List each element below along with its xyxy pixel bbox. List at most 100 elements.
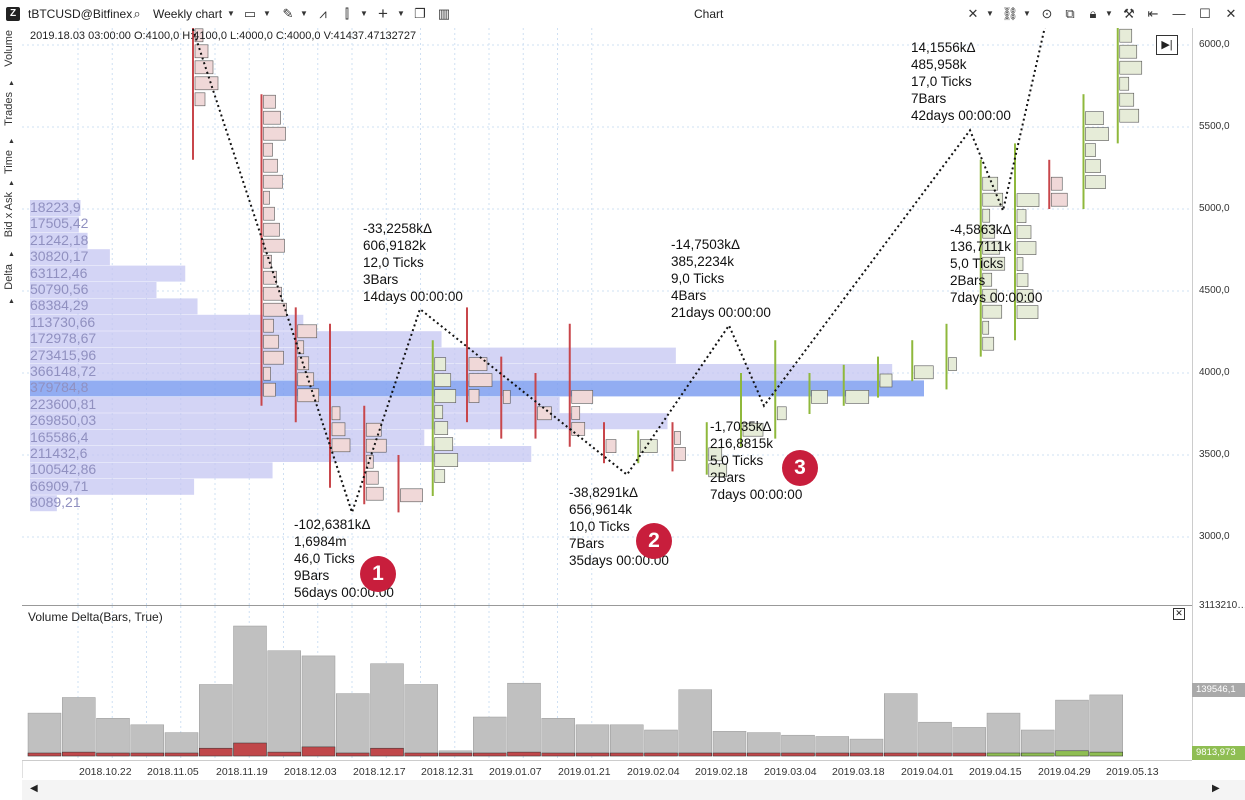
- volume-bar: [507, 682, 541, 757]
- footprint-cell: [263, 350, 284, 365]
- footprint-cell: [297, 372, 315, 387]
- price-tick: 3000,0: [1199, 531, 1230, 542]
- monitor-icon[interactable]: ▭: [243, 6, 257, 21]
- chevron-down-icon[interactable]: ▼: [1023, 9, 1031, 18]
- tools-icon[interactable]: ✕: [967, 6, 979, 21]
- panel-top-value: 3113210…: [1199, 600, 1245, 611]
- chevron-down-icon[interactable]: ▼: [227, 9, 235, 18]
- footprint-cell: [365, 454, 374, 469]
- tab-delta[interactable]: Delta: [3, 264, 15, 290]
- time-tick: 2018.12.03: [284, 766, 337, 778]
- zigzag-annotation-7: -4,5863kΔ 136,7111k 5,0 Ticks 2Bars 7day…: [950, 221, 1042, 306]
- indicators-icon[interactable]: ⫿: [344, 6, 350, 21]
- callout-badge-2: 2: [636, 523, 672, 559]
- footprint-cell: [434, 421, 449, 435]
- zigzag-annotation-6: 14,1556kΔ 485,958k 17,0 Ticks 7Bars 42da…: [911, 39, 1011, 124]
- footprint-cell: [982, 336, 995, 351]
- chevron-down-icon[interactable]: ▼: [397, 9, 405, 18]
- volume-delta-canvas: [27, 606, 1123, 761]
- footprint-cell: [263, 158, 278, 173]
- delta-bar: [370, 747, 404, 757]
- chevron-down-icon[interactable]: ▼: [986, 9, 994, 18]
- volume-profile-label: 18223,9: [30, 199, 81, 215]
- settings-icon[interactable]: ⚒: [1123, 6, 1135, 21]
- footprint-cell: [1085, 111, 1104, 125]
- volume-value-tag: 139546,1: [1192, 683, 1245, 697]
- minimize-icon[interactable]: —: [1172, 6, 1186, 21]
- horizontal-scrollbar[interactable]: ◀ ▶: [22, 780, 1245, 800]
- footprint-cell: [263, 238, 285, 253]
- scroll-to-end-button[interactable]: ▶|: [1156, 35, 1178, 55]
- footprint-cell: [365, 422, 382, 437]
- triangle-icon: ▲: [8, 298, 15, 305]
- footprint-cell: [502, 390, 511, 404]
- volume-profile-bar: [30, 446, 532, 462]
- ohlc-readout: 2019.18.03 03:00:00 O:4100,0 H:4100,0 L:…: [30, 30, 417, 42]
- volume-bar: [370, 663, 404, 757]
- footprint-cell: [879, 373, 893, 388]
- delta-bar: [781, 752, 815, 757]
- chart-type-selector[interactable]: Weekly chart: [153, 7, 223, 21]
- annotation-volume: 385,2234k: [671, 254, 735, 269]
- delta-bar: [884, 752, 918, 757]
- lock-icon[interactable]: 🔒︎: [1089, 6, 1097, 21]
- volume-bar: [575, 724, 610, 757]
- annotation-bars: 2Bars: [950, 273, 986, 288]
- volume-profile-bar: [30, 495, 57, 512]
- volume-bar: [1089, 694, 1123, 757]
- chevron-down-icon[interactable]: ▼: [300, 9, 308, 18]
- chevron-down-icon[interactable]: ▼: [263, 9, 271, 18]
- annotation-delta: 14,1556kΔ: [911, 40, 976, 55]
- footprint-cell: [434, 373, 452, 387]
- delta-bar: [1089, 751, 1123, 757]
- delta-bar: [199, 747, 233, 757]
- delta-bar: [541, 752, 575, 757]
- pencil-icon[interactable]: ✎: [282, 6, 294, 21]
- delta-bar: [301, 746, 336, 757]
- scroll-right-icon[interactable]: ▶: [1212, 783, 1220, 794]
- volume-bar: [473, 716, 507, 757]
- close-icon[interactable]: ✕: [1225, 6, 1237, 21]
- close-panel-icon[interactable]: ✕: [1173, 608, 1185, 620]
- price-chart-canvas: [22, 28, 1192, 605]
- chevron-down-icon[interactable]: ▼: [1105, 9, 1113, 18]
- footprint-cell: [1016, 273, 1029, 287]
- search-icon[interactable]: ⌕: [133, 6, 141, 21]
- symbol-selector[interactable]: tBTCUSD@Bitfinex: [28, 7, 133, 21]
- price-chart[interactable]: 2019.18.03 03:00:00 O:4100,0 H:4100,0 L:…: [22, 28, 1192, 605]
- link-icon[interactable]: ⛓: [1001, 6, 1019, 21]
- footprint-cell: [263, 94, 276, 109]
- time-tick: 2019.05.13: [1106, 766, 1159, 778]
- volume-profile-bar: [30, 282, 157, 298]
- camera-icon[interactable]: ⊙: [1041, 6, 1053, 21]
- time-axis[interactable]: 2018.10.22 2018.11.05 2018.11.19 2018.12…: [22, 760, 1192, 781]
- volume-delta-panel[interactable]: Volume Delta(Bars, True) ✕: [22, 605, 1192, 761]
- pin-icon[interactable]: ⇤: [1147, 6, 1159, 21]
- tab-time[interactable]: Time: [3, 150, 15, 175]
- volume-profile-label: 30820,17: [30, 248, 89, 265]
- volume-profile-label: 66909,71: [30, 477, 89, 494]
- crosshair-icon[interactable]: +: [378, 4, 388, 23]
- duplicate-icon[interactable]: ⧉: [1065, 6, 1075, 21]
- scroll-left-icon[interactable]: ◀: [30, 783, 38, 794]
- layout-icon[interactable]: ▥: [437, 6, 451, 21]
- chevron-down-icon[interactable]: ▼: [360, 9, 368, 18]
- volume-bar: [130, 724, 164, 757]
- volume-profile-bar: [30, 462, 273, 479]
- tab-volume[interactable]: Volume: [3, 30, 15, 67]
- price-axis[interactable]: 6000,0 5500,0 5000,0 4500,0 4000,0 3500,…: [1192, 28, 1245, 760]
- delta-bar: [918, 752, 952, 757]
- footprint-cell: [365, 470, 379, 485]
- footprint-cell: [194, 76, 219, 91]
- maximize-icon[interactable]: ☐: [1199, 6, 1211, 21]
- line-chart-icon[interactable]: ⩘: [319, 6, 327, 21]
- footprint-cell: [776, 406, 787, 421]
- volume-profile-label: 211432,6: [30, 445, 88, 461]
- footprint-cell: [365, 438, 387, 453]
- window-icon[interactable]: ❐: [414, 6, 426, 21]
- annotation-delta: -4,5863kΔ: [950, 222, 1012, 237]
- tab-trades[interactable]: Trades: [3, 92, 15, 126]
- delta-bar: [815, 752, 849, 757]
- tab-bid-ask[interactable]: Bid x Ask: [3, 192, 15, 238]
- annotation-delta: -38,8291kΔ: [569, 485, 639, 500]
